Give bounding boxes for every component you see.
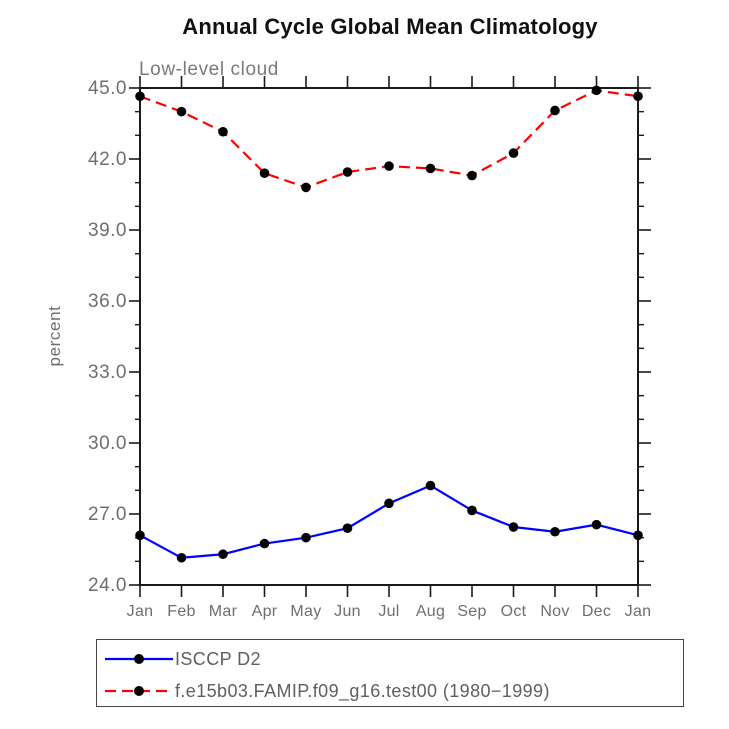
data-point-marker — [508, 148, 519, 158]
data-point-marker — [176, 106, 187, 117]
legend-label-model: f.e15b03.FAMIP.f09_g16.test00 (1980−1999… — [175, 681, 550, 701]
data-point-marker — [425, 163, 436, 174]
y-tick-label: 45.0 — [88, 78, 127, 99]
data-point-marker — [135, 91, 145, 102]
y-tick-label: 30.0 — [88, 433, 127, 454]
data-point-marker — [342, 167, 353, 177]
x-tick-label: Apr — [252, 603, 278, 620]
legend-label-isccp: ISCCP D2 — [175, 649, 261, 669]
series-line-0 — [139, 484, 639, 559]
data-point-marker — [467, 505, 477, 516]
legend-marker — [134, 686, 144, 696]
legend-swatch-solid-line — [105, 654, 173, 664]
data-point-marker — [633, 91, 643, 102]
data-point-marker — [259, 168, 270, 178]
series-line-1 — [139, 89, 639, 189]
data-point-marker — [384, 498, 394, 509]
x-tick-label: Aug — [416, 603, 445, 620]
data-point-marker — [259, 538, 270, 549]
y-tick-label: 33.0 — [88, 362, 127, 383]
y-tick-label: 39.0 — [88, 220, 127, 241]
x-tick-label: Jan — [127, 603, 154, 620]
x-tick-label: May — [290, 603, 321, 620]
chart-subtitle: Low-level cloud — [139, 59, 279, 80]
data-point-marker — [633, 530, 643, 541]
data-point-marker — [384, 161, 394, 171]
legend-marker — [134, 654, 144, 664]
plot-area: Jan Feb Mar Apr May Jun Jul Aug Sep Oct Nov Dec Jan2… — [88, 76, 652, 620]
x-tick-label: Oct — [501, 603, 527, 620]
x-tick-label: Jun — [334, 603, 361, 620]
data-point-marker — [135, 530, 145, 541]
data-point-marker — [591, 519, 602, 530]
data-point-marker — [176, 552, 187, 563]
y-tick-label: 36.0 — [88, 291, 127, 312]
data-point-marker — [425, 480, 436, 491]
data-point-marker — [550, 526, 560, 537]
x-tick-label: Jul — [378, 603, 399, 620]
data-point-marker — [467, 170, 477, 181]
data-point-marker — [218, 549, 228, 560]
x-tick-label: Sep — [457, 603, 486, 620]
y-tick-label: 24.0 — [88, 575, 127, 596]
legend-box: ISCCP D2 f.e15b03.FAMIP.f09_g16.test00 (… — [96, 639, 684, 707]
data-point-marker — [508, 522, 519, 532]
y-tick-label: 42.0 — [88, 149, 127, 170]
data-point-marker — [342, 523, 353, 533]
data-point-marker — [591, 85, 602, 96]
y-tick-label: 27.0 — [88, 504, 127, 525]
legend-entry-model: f.e15b03.FAMIP.f09_g16.test00 (1980−1999… — [103, 679, 550, 703]
data-point-marker — [301, 532, 311, 543]
legend-entry-isccp: ISCCP D2 — [103, 647, 261, 671]
data-point-marker — [218, 126, 228, 137]
legend-swatch-dashed-line — [105, 686, 173, 696]
x-tick-label: Dec — [582, 603, 611, 620]
data-point-marker — [550, 105, 560, 116]
x-tick-label: Nov — [540, 603, 569, 620]
chart-title: Annual Cycle Global Mean Climatology — [182, 14, 598, 39]
data-point-marker — [301, 182, 311, 193]
x-tick-label: Jan — [625, 603, 652, 620]
x-tick-label: Feb — [167, 603, 195, 620]
x-tick-label: Mar — [209, 603, 238, 620]
